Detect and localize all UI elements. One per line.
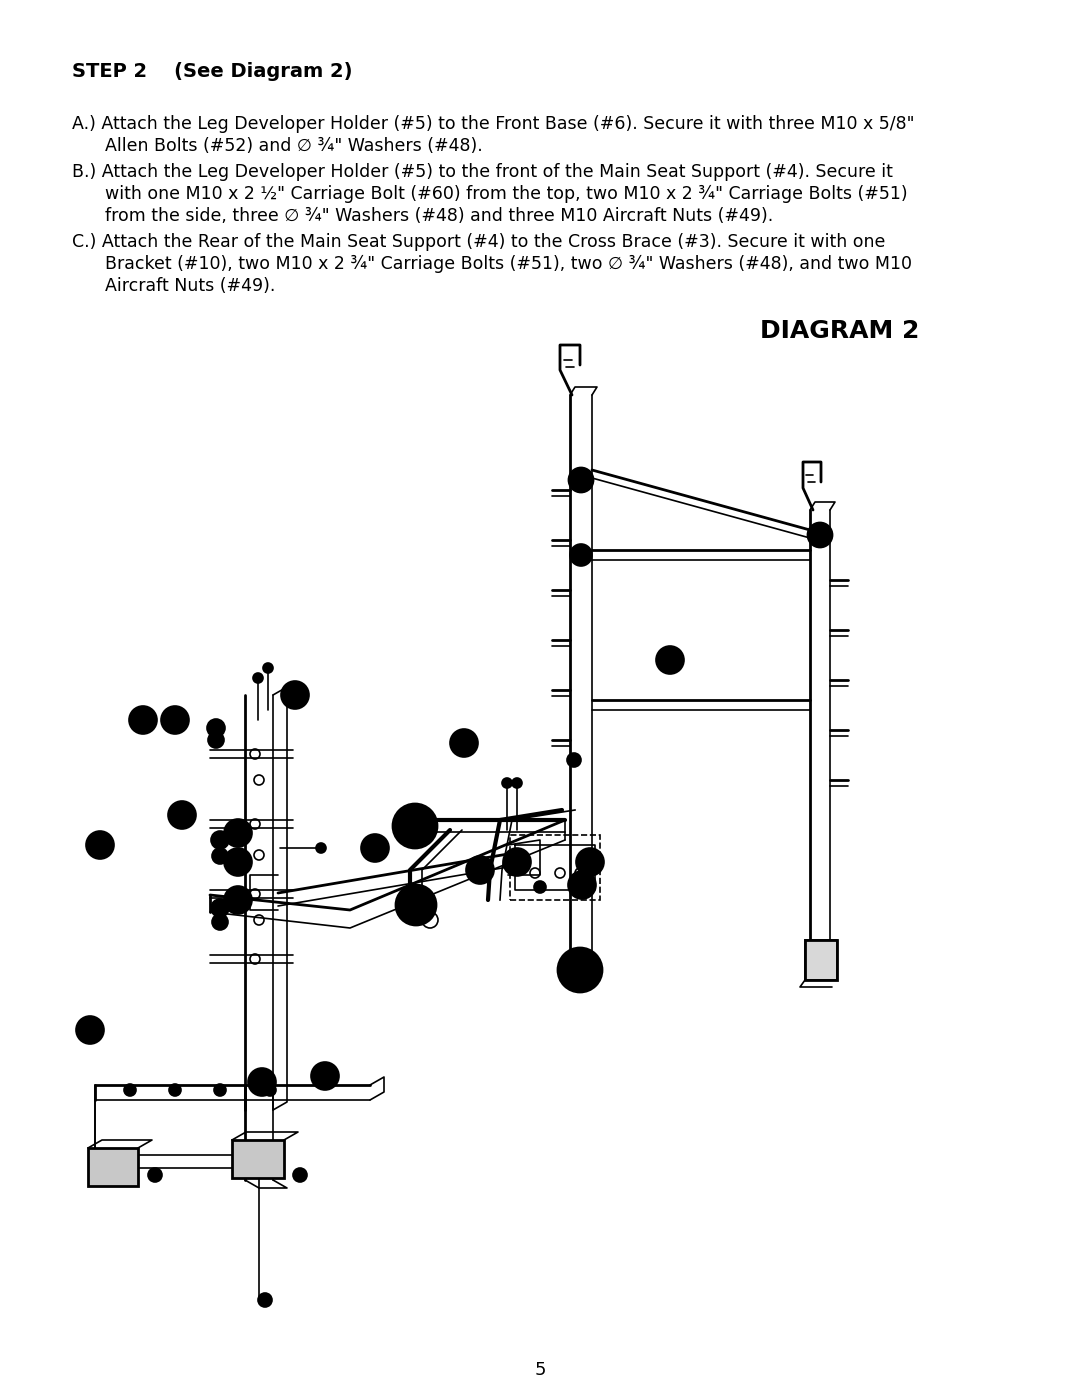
Bar: [805, 940, 837, 981]
Text: 52: 52: [316, 1069, 334, 1083]
Circle shape: [568, 870, 596, 900]
Circle shape: [396, 886, 436, 925]
Text: Bracket (#10), two M10 x 2 ¾" Carriage Bolts (#51), two ∅ ¾" Washers (#48), and : Bracket (#10), two M10 x 2 ¾" Carriage B…: [72, 256, 912, 272]
Circle shape: [211, 831, 229, 849]
Circle shape: [293, 1168, 307, 1182]
Circle shape: [316, 842, 326, 854]
Circle shape: [258, 1294, 272, 1308]
Circle shape: [450, 729, 478, 757]
Text: STEP 2    (See Diagram 2): STEP 2 (See Diagram 2): [72, 61, 352, 81]
Circle shape: [148, 1168, 162, 1182]
Circle shape: [264, 664, 273, 673]
Text: 3: 3: [665, 652, 674, 666]
Text: 4: 4: [475, 863, 484, 877]
Circle shape: [264, 1084, 276, 1097]
Text: 48: 48: [166, 712, 184, 726]
Circle shape: [502, 778, 512, 788]
Circle shape: [124, 1084, 136, 1097]
Text: 49: 49: [573, 877, 591, 893]
Circle shape: [207, 719, 225, 738]
Bar: [232, 1140, 284, 1178]
Circle shape: [465, 856, 494, 884]
Circle shape: [86, 831, 114, 859]
Circle shape: [214, 1084, 226, 1097]
Circle shape: [224, 848, 252, 876]
Text: 5: 5: [177, 807, 187, 821]
Circle shape: [253, 673, 264, 683]
Text: 48: 48: [229, 893, 247, 907]
Circle shape: [393, 805, 437, 848]
Text: DIAGRAM 2: DIAGRAM 2: [760, 319, 920, 344]
Circle shape: [558, 949, 602, 992]
Circle shape: [76, 1016, 104, 1044]
Text: with one M10 x 2 ½" Carriage Bolt (#60) from the top, two M10 x 2 ¾" Carriage Bo: with one M10 x 2 ½" Carriage Bolt (#60) …: [72, 184, 907, 203]
Circle shape: [248, 1067, 276, 1097]
Text: A.) Attach the Leg Developer Holder (#5) to the Front Base (#6). Secure it with : A.) Attach the Leg Developer Holder (#5)…: [72, 115, 915, 133]
Circle shape: [168, 800, 195, 828]
Circle shape: [224, 819, 252, 847]
Text: 48: 48: [229, 826, 247, 840]
Bar: [87, 1148, 138, 1186]
Circle shape: [512, 778, 522, 788]
Circle shape: [168, 1084, 181, 1097]
Circle shape: [656, 645, 684, 673]
Text: 48: 48: [581, 855, 598, 869]
Circle shape: [361, 834, 389, 862]
Text: 10: 10: [509, 855, 526, 869]
Text: 6: 6: [85, 1023, 94, 1037]
Circle shape: [569, 468, 593, 492]
Text: Allen Bolts (#52) and ∅ ¾" Washers (#48).: Allen Bolts (#52) and ∅ ¾" Washers (#48)…: [72, 137, 483, 155]
Text: 60: 60: [286, 687, 303, 703]
Circle shape: [281, 680, 309, 710]
Text: 5: 5: [535, 1361, 545, 1379]
Text: 48: 48: [253, 1076, 271, 1090]
Text: Aircraft Nuts (#49).: Aircraft Nuts (#49).: [72, 277, 275, 295]
Circle shape: [161, 705, 189, 733]
Circle shape: [567, 753, 581, 767]
Circle shape: [211, 900, 229, 916]
Circle shape: [208, 732, 224, 747]
Circle shape: [808, 522, 832, 548]
Text: 52: 52: [91, 838, 109, 852]
Circle shape: [570, 543, 592, 566]
Circle shape: [534, 882, 546, 893]
Bar: [510, 835, 600, 900]
Circle shape: [311, 1062, 339, 1090]
Text: 51: 51: [366, 841, 383, 855]
Circle shape: [212, 914, 228, 930]
Circle shape: [129, 705, 157, 733]
Bar: [805, 940, 837, 981]
Circle shape: [503, 848, 531, 876]
Circle shape: [576, 848, 604, 876]
Text: 49: 49: [229, 855, 247, 869]
Text: from the side, three ∅ ¾" Washers (#48) and three M10 Aircraft Nuts (#49).: from the side, three ∅ ¾" Washers (#48) …: [72, 207, 773, 225]
Text: 51: 51: [455, 736, 473, 750]
Text: C.) Attach the Rear of the Main Seat Support (#4) to the Cross Brace (#3). Secur: C.) Attach the Rear of the Main Seat Sup…: [72, 233, 886, 251]
Circle shape: [212, 848, 228, 863]
Circle shape: [224, 886, 252, 914]
Text: 49: 49: [134, 712, 152, 726]
Text: B.) Attach the Leg Developer Holder (#5) to the front of the Main Seat Support (: B.) Attach the Leg Developer Holder (#5)…: [72, 163, 893, 182]
